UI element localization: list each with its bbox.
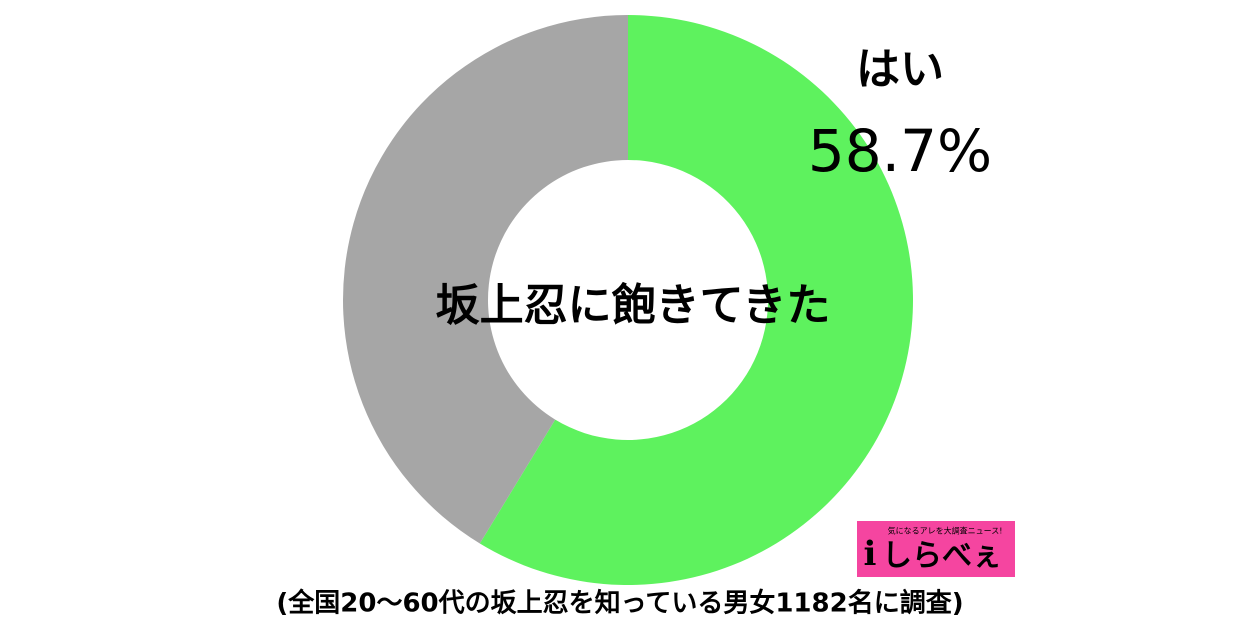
value-label: 58.7% xyxy=(808,117,992,185)
logo-name: しらべぇ xyxy=(882,539,1002,574)
chart-title: 坂上忍に飽きてきた xyxy=(436,280,831,331)
logo-icon: i xyxy=(864,534,877,574)
slice-label: はい xyxy=(856,44,944,95)
logo-tagline: 気になるアレを大調査ニュース! xyxy=(888,526,1003,536)
slice xyxy=(479,15,914,586)
logo-box xyxy=(857,521,1015,577)
slice xyxy=(343,15,628,544)
note: (全国20〜60代の坂上忍を知っている男女1182名に調査) xyxy=(276,588,963,619)
slices xyxy=(343,15,914,586)
